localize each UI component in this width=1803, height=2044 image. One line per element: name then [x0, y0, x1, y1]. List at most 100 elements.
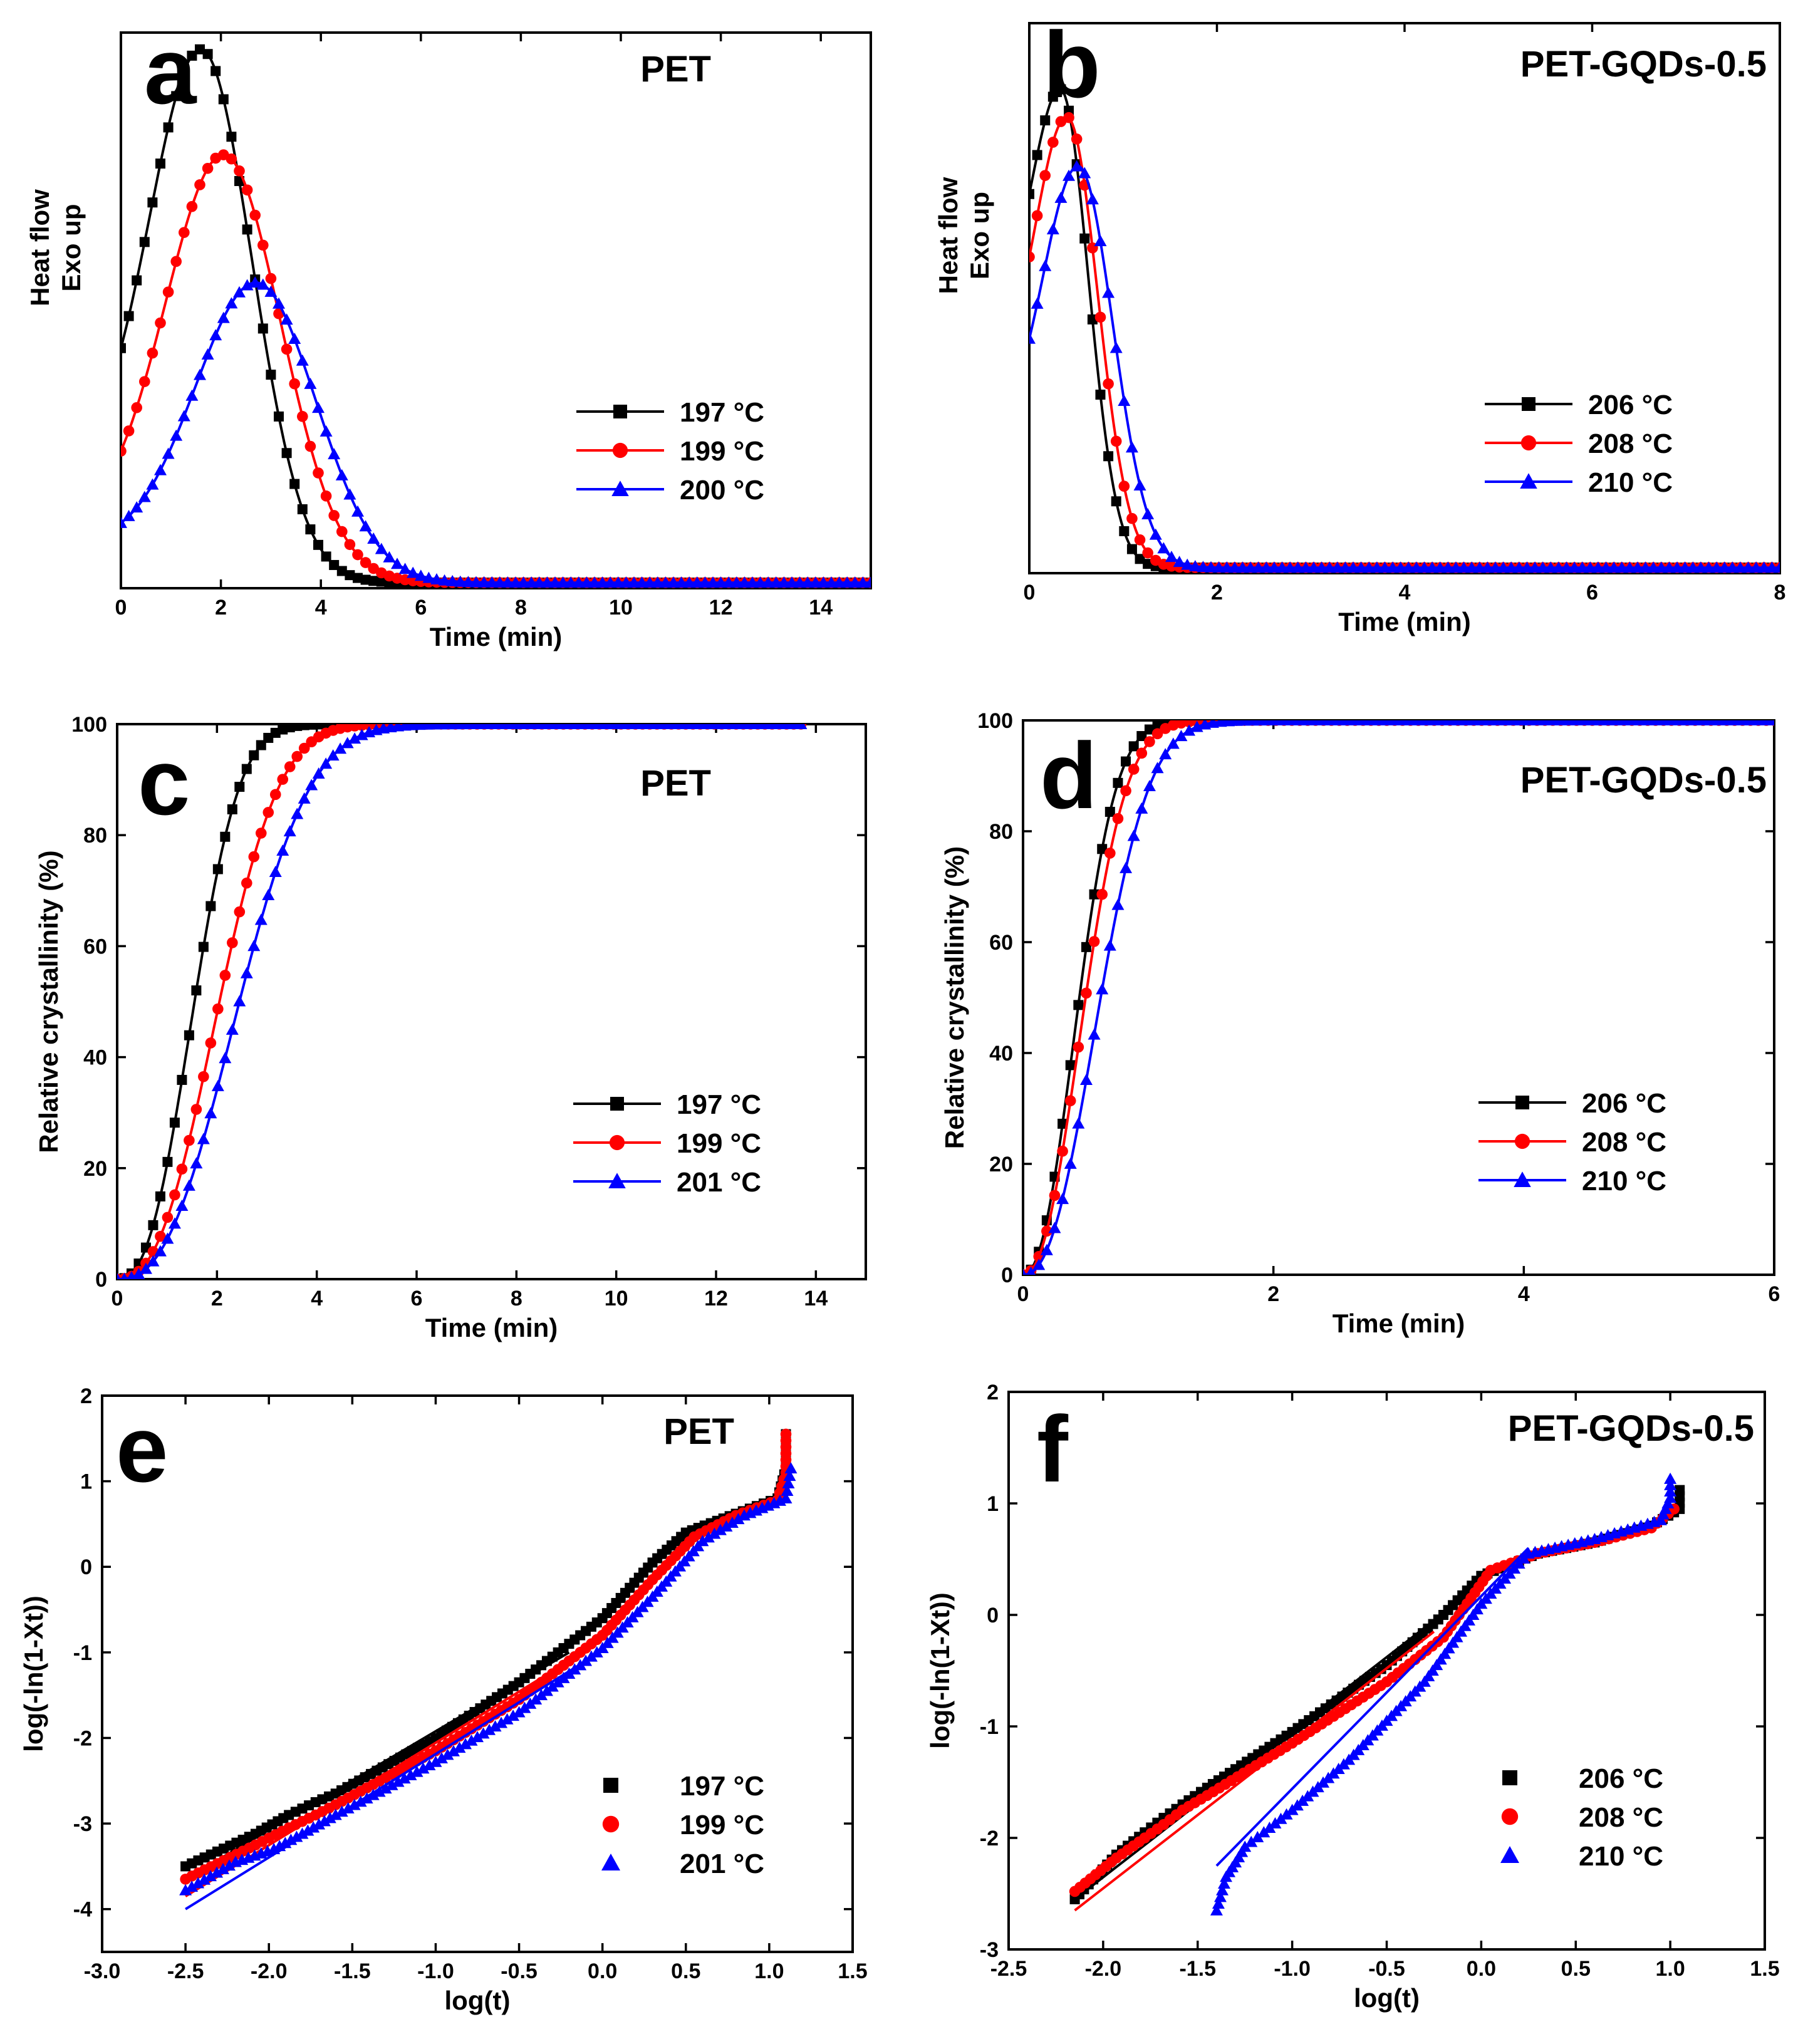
legend-item: 210 °C	[1478, 1166, 1666, 1196]
x-tick-label: -1.0	[417, 1959, 454, 1983]
data-point	[168, 1217, 181, 1229]
data-point	[247, 940, 261, 952]
x-tick-label: 8	[511, 1287, 522, 1310]
data-point	[335, 1805, 348, 1817]
data-point	[453, 1741, 466, 1753]
y-axis-label-2: Exo up	[56, 204, 86, 291]
data-point	[155, 1230, 166, 1242]
x-tick-label: 1.5	[838, 1959, 867, 1983]
data-point	[1544, 561, 1557, 573]
data-point	[1426, 561, 1439, 573]
data-point	[667, 576, 680, 588]
legend-label: 206 °C	[1588, 390, 1673, 420]
data-point	[1599, 561, 1613, 573]
data-point	[568, 1663, 581, 1675]
series-197	[121, 44, 871, 588]
data-point	[1215, 1884, 1229, 1896]
data-point	[423, 1759, 436, 1771]
data-point	[1064, 1095, 1076, 1107]
data-point	[1135, 554, 1145, 564]
data-point	[280, 313, 293, 325]
data-point	[643, 576, 657, 588]
data-point	[343, 488, 356, 500]
data-point	[438, 574, 451, 586]
data-point	[320, 425, 333, 437]
data-point	[702, 1531, 715, 1543]
data-point	[1151, 728, 1163, 740]
data-point	[328, 510, 340, 521]
data-point	[269, 866, 282, 878]
data-point	[1663, 561, 1676, 573]
data-point	[833, 576, 846, 588]
x-tick-label: 6	[415, 596, 427, 620]
data-point	[1031, 297, 1044, 309]
data-point	[1065, 1060, 1076, 1071]
data-point	[121, 516, 127, 528]
y-tick-label: 80	[83, 824, 107, 848]
data-point	[780, 1428, 792, 1440]
legend-marker	[613, 405, 627, 418]
data-point	[1095, 390, 1106, 400]
data-point	[730, 576, 743, 588]
data-point	[1088, 936, 1100, 947]
x-tick-label: 4	[311, 1287, 323, 1310]
data-point	[1213, 1891, 1227, 1902]
data-point	[1112, 812, 1124, 824]
data-point	[321, 551, 331, 562]
legend-label: 210 °C	[1582, 1166, 1666, 1196]
y-axis-label-2: Exo up	[965, 192, 994, 279]
data-point	[465, 1734, 478, 1746]
y-tick-label: 0	[95, 1268, 107, 1292]
data-point	[169, 1189, 180, 1201]
data-point	[1072, 1117, 1085, 1129]
legend-marker	[1502, 1770, 1517, 1785]
data-point	[1442, 561, 1455, 573]
data-point	[1678, 561, 1691, 573]
data-point	[175, 1200, 189, 1211]
panel-label: e	[116, 1396, 168, 1502]
panel-title: PET	[640, 763, 711, 804]
data-point	[563, 1668, 576, 1679]
data-point	[385, 1778, 398, 1790]
data-point	[441, 1748, 454, 1760]
data-point	[1205, 561, 1218, 573]
data-point	[184, 1134, 195, 1146]
data-point	[1081, 942, 1091, 952]
data-point	[1104, 848, 1116, 859]
x-tick-label: -1.0	[1274, 1957, 1311, 1981]
data-point	[154, 464, 167, 475]
legend-item: 197 °C	[603, 1771, 764, 1802]
data-point	[1029, 332, 1036, 344]
legend-item: 208 °C	[1485, 428, 1673, 459]
data-point	[1536, 561, 1549, 573]
data-point	[1064, 1157, 1077, 1169]
data-point	[486, 576, 499, 588]
data-point	[266, 370, 276, 380]
data-point	[297, 504, 308, 514]
data-point	[459, 1738, 472, 1750]
data-point	[781, 1484, 794, 1496]
panel-f: -2.5 -2.0 -1.5 -1.0 -0.5 0.0 0.5 1.0 1.5 -3 -2 -1 0 1…	[925, 1381, 1780, 2013]
data-point	[1339, 561, 1352, 573]
data-point	[1210, 1904, 1223, 1916]
legend-marker	[602, 1815, 620, 1833]
data-point	[1118, 480, 1130, 492]
y-tick-label: 0	[1001, 1263, 1013, 1287]
data-point	[1029, 189, 1034, 199]
data-point	[1056, 1193, 1069, 1205]
data-point	[675, 576, 688, 588]
panel-label: d	[1040, 723, 1098, 828]
series-210	[1210, 1472, 1677, 1916]
data-point	[1040, 115, 1051, 126]
legend: 206 °C 208 °C 210 °C	[1500, 1763, 1663, 1872]
legend-marker	[611, 480, 629, 496]
data-point	[825, 576, 838, 588]
legend-item: 210 °C	[1500, 1841, 1663, 1872]
data-point	[1029, 251, 1035, 262]
data-point	[1276, 561, 1289, 573]
data-point	[1032, 1258, 1046, 1270]
x-tick-label: 2	[1211, 581, 1223, 604]
data-point	[334, 742, 347, 754]
y-tick-label: -4	[73, 1898, 92, 1922]
